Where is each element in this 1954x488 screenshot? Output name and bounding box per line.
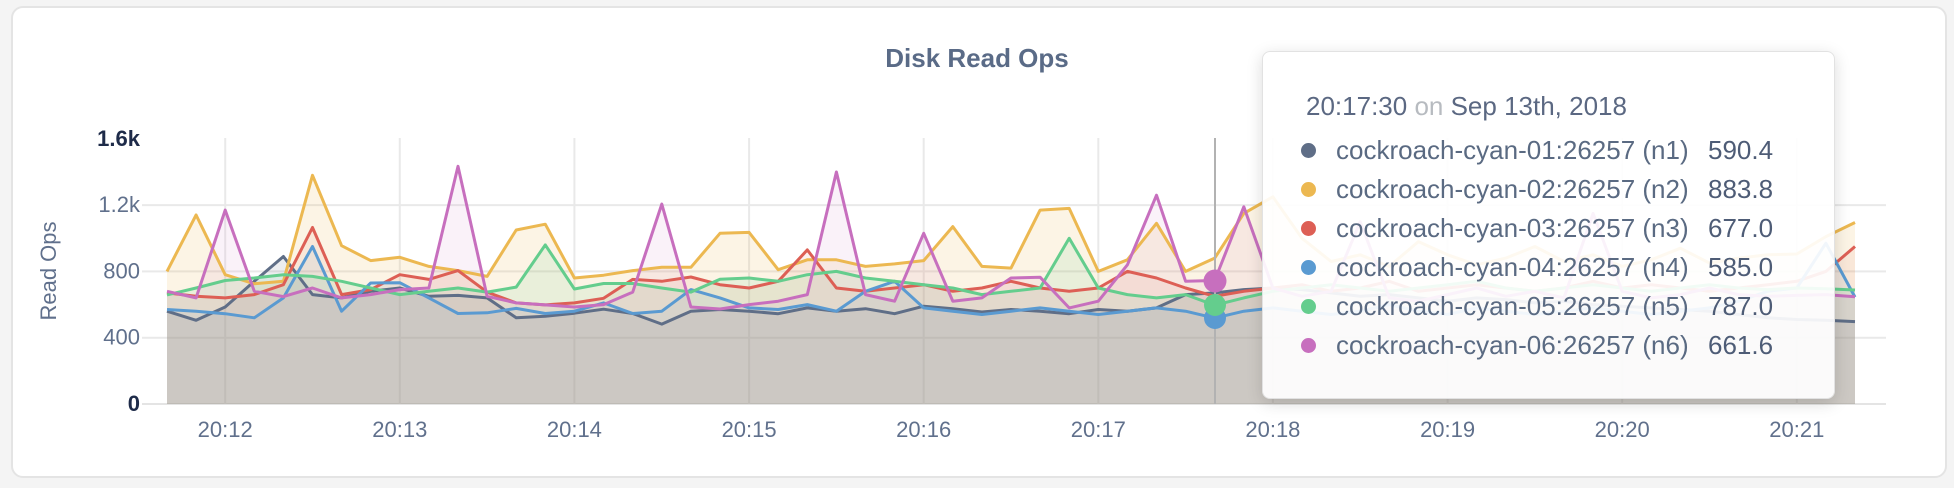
svg-text:1.2k: 1.2k [98,192,141,217]
svg-text:20:18: 20:18 [1245,417,1300,442]
svg-text:20:21: 20:21 [1769,417,1824,442]
svg-text:400: 400 [103,325,140,350]
svg-text:20:16: 20:16 [896,417,951,442]
svg-text:20:19: 20:19 [1420,417,1475,442]
svg-text:20:14: 20:14 [547,417,602,442]
svg-text:20:15: 20:15 [722,417,777,442]
svg-text:20:17: 20:17 [1071,417,1126,442]
svg-text:Read Ops: Read Ops [36,221,61,320]
svg-text:800: 800 [103,258,140,283]
svg-text:20:20: 20:20 [1595,417,1650,442]
svg-text:20:13: 20:13 [372,417,427,442]
svg-text:0: 0 [128,391,140,416]
svg-text:20:12: 20:12 [198,417,253,442]
svg-text:1.6k: 1.6k [97,126,141,151]
